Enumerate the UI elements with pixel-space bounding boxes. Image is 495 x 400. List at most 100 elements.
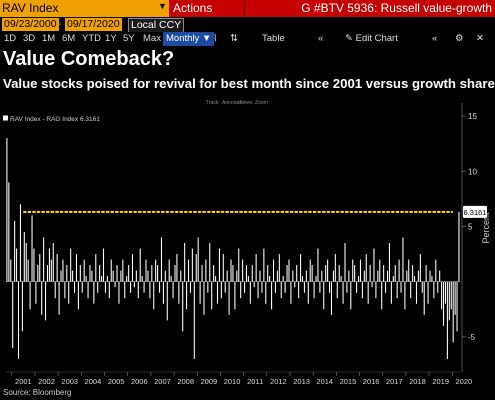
y-tick-label: 10: [468, 167, 477, 176]
x-tick-label: 2018: [409, 377, 426, 386]
bar: [66, 265, 68, 282]
bar: [338, 265, 340, 282]
range-1y-button[interactable]: 1Y: [105, 33, 117, 44]
bar: [363, 270, 365, 282]
x-tick-label: 2005: [108, 377, 125, 386]
bar: [292, 270, 294, 282]
bar-series: [6, 138, 460, 359]
legend-swatch: [3, 115, 8, 121]
bar: [327, 259, 329, 282]
bar: [286, 265, 288, 282]
top-toolbar: RAV Index ▼ Actions G #BTV 5936: Russell…: [0, 0, 495, 17]
bar: [180, 270, 182, 282]
x-tick-label: 2009: [201, 377, 218, 386]
bar: [197, 237, 199, 282]
date-range-bar: 09/23/2000 - 09/17/2020 Local CCY: [0, 17, 495, 33]
line-chart-icon[interactable]: ⌇: [213, 33, 218, 44]
bar: [228, 281, 230, 315]
bar: [43, 237, 45, 282]
bar: [182, 281, 184, 332]
range-max-button[interactable]: Max: [143, 33, 161, 44]
table-button[interactable]: Table: [262, 33, 285, 44]
bar: [99, 265, 101, 282]
end-date-input[interactable]: 09/17/2020: [65, 18, 122, 31]
bar: [278, 254, 280, 282]
bar: [265, 281, 267, 304]
bar: [439, 270, 441, 282]
bar: [126, 276, 128, 282]
bar: [74, 281, 76, 293]
bar: [35, 281, 37, 304]
bar: [323, 281, 325, 310]
range-1m-button[interactable]: 1M: [42, 33, 56, 44]
range-5y-button[interactable]: 5Y: [123, 33, 135, 44]
bar: [415, 281, 418, 304]
bar: [17, 281, 20, 359]
gear-icon[interactable]: ⚙: [455, 33, 464, 44]
bar: [342, 281, 344, 304]
ticker-dropdown-icon[interactable]: ▼: [158, 1, 167, 11]
bar: [400, 281, 402, 293]
y-axis-label: Percent: [481, 212, 491, 244]
bar: [205, 259, 207, 282]
bar: [12, 281, 14, 348]
bar: [290, 281, 292, 304]
bar: [112, 270, 114, 282]
x-tick-label: 2003: [61, 377, 78, 386]
bar: [16, 248, 18, 282]
bar: [149, 281, 151, 299]
bar: [373, 248, 375, 282]
bar: [159, 281, 161, 293]
bar: [443, 281, 445, 326]
bar: [253, 281, 255, 288]
bar: [390, 281, 392, 304]
bar: [249, 281, 251, 304]
bar: [102, 248, 105, 282]
bar: [315, 276, 317, 282]
bar: [444, 281, 446, 304]
bar: [21, 281, 23, 332]
bar: [433, 281, 435, 299]
currency-select[interactable]: Local CCY: [128, 18, 185, 33]
bar: [226, 270, 228, 282]
bar: [48, 248, 50, 282]
frequency-select[interactable]: Monthly ▼: [163, 32, 215, 46]
bar: [452, 281, 454, 343]
chart-tool-annotate: Annotate: [222, 100, 242, 106]
range-3d-button[interactable]: 3D: [23, 33, 36, 44]
bar: [162, 281, 164, 304]
bar: [75, 254, 77, 282]
bar: [336, 281, 338, 299]
range-6m-button[interactable]: 6M: [62, 33, 76, 44]
collapse-left-icon[interactable]: «: [318, 33, 324, 44]
bar: [421, 281, 423, 293]
bar: [27, 259, 29, 282]
sort-arrows-icon[interactable]: ⇅: [230, 33, 238, 44]
range-ytd-button[interactable]: YTD: [82, 33, 101, 44]
bar: [114, 281, 116, 288]
chevron-left-icon[interactable]: «: [432, 33, 438, 44]
actions-menu-button[interactable]: Actions: [169, 0, 244, 17]
bar: [39, 254, 41, 282]
bar: [386, 270, 389, 282]
bar: [238, 248, 240, 282]
bar: [58, 281, 60, 315]
x-tick-label: 2004: [85, 377, 102, 386]
edit-chart-button[interactable]: ✎ Edit Chart: [345, 32, 398, 46]
close-icon[interactable]: ✕: [476, 33, 484, 44]
bar: [85, 276, 87, 282]
bar: [120, 270, 122, 282]
bar: [269, 276, 271, 282]
bar: [97, 281, 99, 293]
bar: [207, 281, 209, 293]
range-1d-button[interactable]: 1D: [4, 33, 17, 44]
bar: [220, 281, 222, 299]
bar: [394, 265, 396, 282]
chart-tool-zoom: Zoom: [255, 100, 268, 106]
start-date-input[interactable]: 09/23/2000: [2, 18, 59, 31]
bar: [68, 281, 70, 304]
ticker-field[interactable]: RAV Index ▼: [0, 0, 169, 17]
bar: [396, 281, 398, 299]
